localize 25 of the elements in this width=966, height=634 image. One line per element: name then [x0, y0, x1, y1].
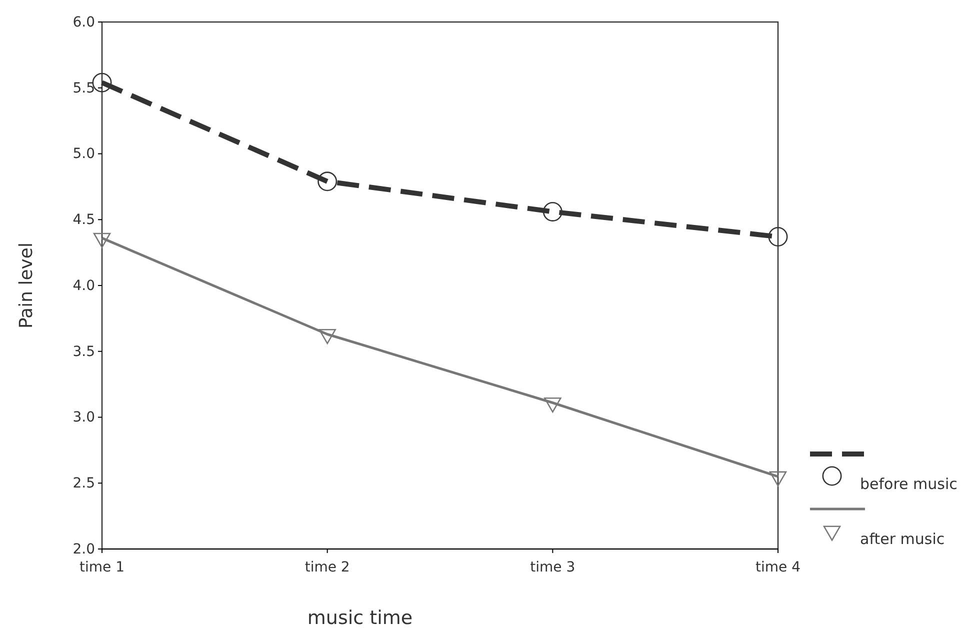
x-tick-label: time 2: [304, 559, 350, 576]
x-tick-label: time 1: [80, 559, 124, 576]
x-tick-label: time 3: [530, 559, 576, 576]
y-tick-label: 3.5: [72, 344, 95, 360]
y-tick-label: 3.0: [72, 410, 95, 426]
point: [768, 227, 788, 246]
x-axis-title: music time: [307, 607, 413, 629]
point: [318, 172, 338, 192]
legend-label: after music: [860, 530, 945, 548]
y-tick-label: 4.5: [72, 212, 95, 228]
y-axis-title: Pain level: [16, 242, 37, 329]
y-tick-label: 4.0: [72, 278, 95, 294]
legend-label: before music: [860, 475, 958, 493]
y-tick-label: 5.0: [72, 146, 95, 162]
point: [318, 328, 336, 344]
y-tick-label: 5.5: [72, 80, 95, 96]
point: [769, 471, 787, 486]
x-tick-label: time 4: [756, 559, 801, 576]
y-tick-label: 6.0: [72, 14, 95, 30]
point: [542, 202, 562, 222]
point: [92, 72, 112, 92]
point: [93, 232, 111, 248]
y-tick-label: 2.0: [72, 541, 95, 558]
point: [544, 398, 562, 413]
y-tick-label: 2.5: [72, 476, 95, 492]
